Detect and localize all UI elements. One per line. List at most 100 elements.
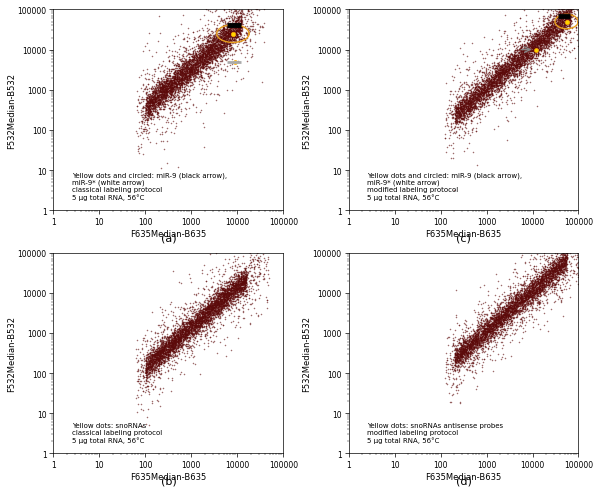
Point bbox=[148, 96, 158, 103]
Point bbox=[504, 56, 514, 63]
Point bbox=[191, 320, 201, 327]
Point bbox=[221, 288, 230, 296]
Point bbox=[166, 82, 175, 90]
Point bbox=[161, 92, 170, 100]
Point bbox=[507, 302, 517, 310]
Point bbox=[234, 313, 244, 321]
Point bbox=[464, 332, 474, 340]
Point bbox=[445, 129, 455, 137]
Point bbox=[467, 348, 477, 356]
Point bbox=[139, 134, 148, 142]
Point bbox=[492, 80, 502, 87]
Point bbox=[539, 277, 548, 285]
Point bbox=[464, 108, 474, 116]
Point bbox=[158, 347, 168, 355]
Point bbox=[175, 331, 185, 339]
Point bbox=[488, 70, 497, 78]
Point bbox=[485, 321, 495, 328]
Point bbox=[548, 276, 557, 284]
Point bbox=[528, 40, 538, 48]
Point bbox=[229, 33, 238, 41]
Point bbox=[458, 339, 468, 346]
Point bbox=[484, 80, 494, 88]
Point bbox=[208, 65, 218, 73]
Point bbox=[171, 314, 181, 322]
Point bbox=[204, 52, 214, 60]
Point bbox=[506, 307, 515, 315]
Point bbox=[154, 89, 164, 97]
Point bbox=[140, 337, 149, 345]
Point bbox=[175, 88, 184, 96]
Point bbox=[142, 91, 151, 99]
Point bbox=[556, 66, 566, 74]
Point bbox=[554, 269, 564, 277]
Point bbox=[186, 326, 196, 334]
Point bbox=[229, 282, 239, 290]
Point bbox=[480, 334, 490, 342]
Point bbox=[212, 311, 222, 319]
Point bbox=[488, 314, 497, 322]
Point bbox=[236, 275, 246, 283]
Point bbox=[457, 97, 467, 105]
Point bbox=[157, 347, 167, 355]
Point bbox=[466, 103, 475, 111]
Point bbox=[505, 304, 514, 311]
Point bbox=[452, 351, 461, 359]
Point bbox=[541, 33, 551, 41]
Point bbox=[458, 51, 468, 59]
Point bbox=[164, 346, 174, 354]
Point bbox=[473, 311, 483, 319]
Point bbox=[205, 302, 214, 310]
Point bbox=[470, 93, 480, 101]
Point bbox=[239, 274, 249, 282]
Point bbox=[478, 86, 488, 94]
Point bbox=[503, 60, 512, 68]
Point bbox=[524, 287, 534, 295]
Point bbox=[151, 369, 161, 377]
Point bbox=[182, 332, 191, 340]
Point bbox=[442, 355, 452, 363]
Point bbox=[233, 314, 242, 322]
Point bbox=[158, 83, 167, 91]
Point bbox=[497, 69, 507, 77]
Point bbox=[223, 19, 233, 26]
Point bbox=[193, 56, 203, 63]
Point bbox=[544, 37, 553, 44]
Point bbox=[544, 33, 553, 41]
Point bbox=[226, 300, 236, 307]
Point bbox=[500, 305, 510, 312]
Point bbox=[170, 330, 180, 338]
Point bbox=[164, 79, 174, 86]
Point bbox=[525, 28, 535, 36]
Point bbox=[176, 337, 185, 345]
Point bbox=[521, 43, 531, 51]
Point bbox=[176, 339, 186, 347]
Point bbox=[524, 55, 534, 62]
Point bbox=[545, 269, 554, 277]
Point bbox=[448, 381, 457, 389]
Point bbox=[462, 102, 472, 110]
Point bbox=[544, 274, 554, 282]
Point bbox=[201, 324, 211, 331]
Point bbox=[529, 274, 538, 282]
Point bbox=[500, 309, 510, 317]
Point bbox=[213, 303, 223, 311]
Point bbox=[454, 107, 464, 115]
Point bbox=[149, 358, 158, 366]
Point bbox=[473, 337, 483, 345]
Point bbox=[545, 269, 555, 277]
Point bbox=[549, 21, 559, 29]
Point bbox=[555, 235, 565, 243]
Point bbox=[226, 23, 235, 31]
Point bbox=[467, 95, 476, 102]
Point bbox=[195, 52, 205, 60]
Point bbox=[240, 279, 250, 286]
Point bbox=[527, 52, 536, 60]
Point bbox=[531, 286, 541, 294]
Point bbox=[215, 297, 225, 305]
Point bbox=[548, 25, 558, 33]
Point bbox=[524, 40, 533, 47]
Point bbox=[480, 325, 490, 333]
Point bbox=[533, 44, 543, 52]
Point bbox=[167, 88, 176, 96]
